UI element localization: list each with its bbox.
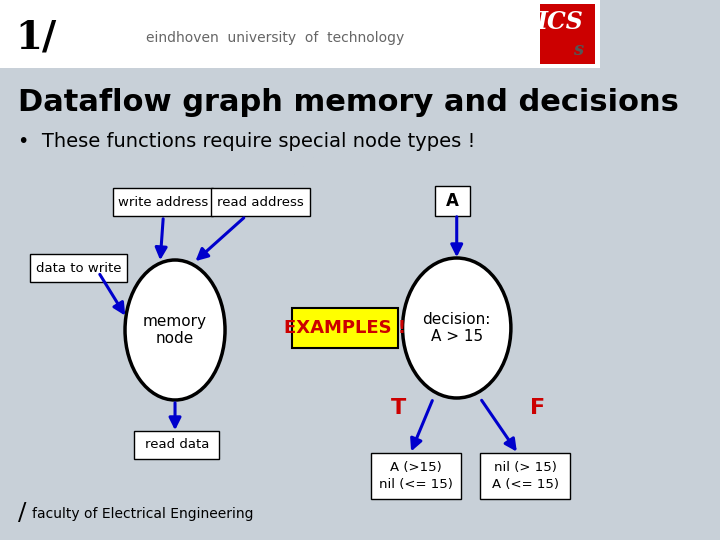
FancyBboxPatch shape — [30, 254, 127, 282]
Text: write address: write address — [118, 195, 209, 208]
Text: faculty of Electrical Engineering: faculty of Electrical Engineering — [32, 507, 253, 521]
Text: •  These functions require special node types !: • These functions require special node t… — [18, 132, 476, 151]
Text: nil (> 15)
A (<= 15): nil (> 15) A (<= 15) — [492, 461, 559, 491]
Text: T: T — [391, 398, 406, 418]
Text: /: / — [18, 503, 27, 525]
FancyBboxPatch shape — [113, 188, 212, 216]
Text: data to write: data to write — [35, 261, 121, 274]
Text: EXAMPLES !: EXAMPLES ! — [284, 319, 406, 337]
Ellipse shape — [402, 258, 511, 398]
FancyBboxPatch shape — [480, 453, 570, 499]
Text: F: F — [530, 398, 545, 418]
FancyBboxPatch shape — [435, 186, 470, 216]
Text: read address: read address — [217, 195, 305, 208]
Text: read data: read data — [145, 438, 209, 451]
Ellipse shape — [125, 260, 225, 400]
Bar — [0, 0, 600, 68]
Text: memory
node: memory node — [143, 314, 207, 346]
Text: eindhoven  university  of  technology: eindhoven university of technology — [146, 31, 404, 45]
FancyBboxPatch shape — [371, 453, 461, 499]
Bar — [540, 4, 595, 64]
FancyBboxPatch shape — [211, 188, 310, 216]
Text: s: s — [573, 41, 583, 59]
Text: decision:
A > 15: decision: A > 15 — [423, 312, 491, 344]
Text: Dataflow graph memory and decisions: Dataflow graph memory and decisions — [18, 88, 679, 117]
FancyBboxPatch shape — [292, 308, 398, 348]
FancyBboxPatch shape — [134, 431, 219, 459]
Text: A (>15)
nil (<= 15): A (>15) nil (<= 15) — [379, 461, 453, 491]
Text: A: A — [446, 192, 459, 210]
Text: ICS: ICS — [536, 10, 583, 34]
Text: 1/: 1/ — [15, 19, 56, 57]
